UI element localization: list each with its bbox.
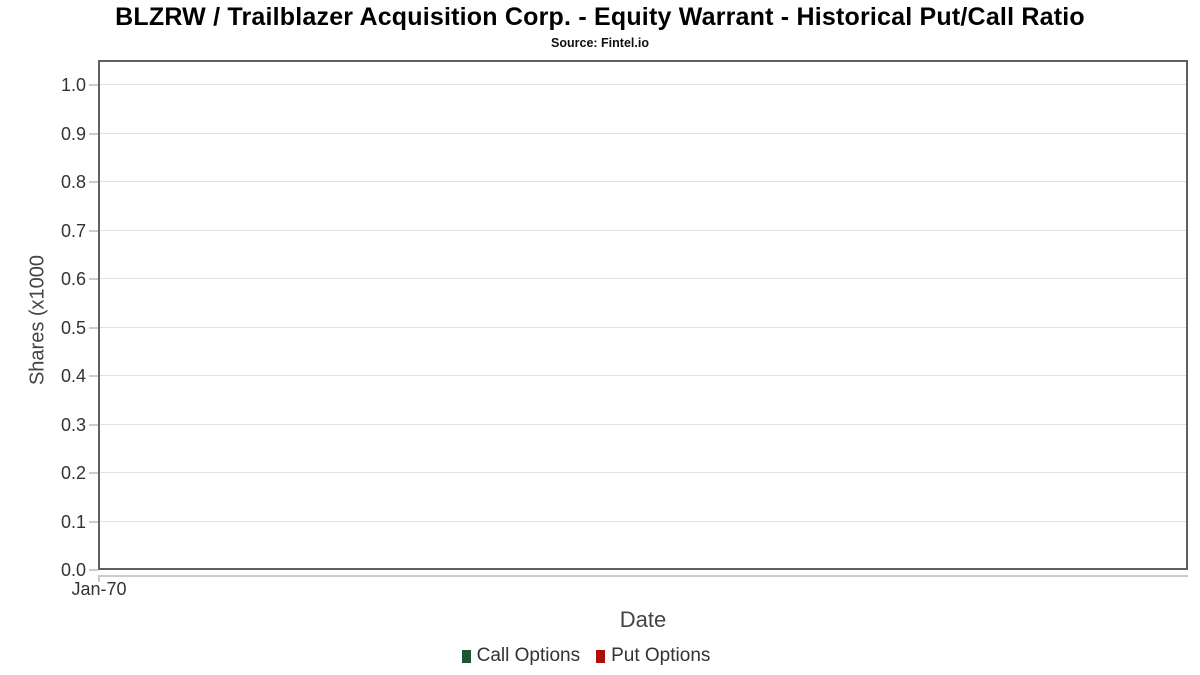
legend-item-put-options[interactable]: Put Options — [596, 645, 710, 667]
y-tick-label: 0.4 — [60, 366, 86, 386]
y-tick-label: 0.1 — [60, 511, 86, 532]
y-tick-mark — [89, 132, 98, 135]
gridline — [100, 520, 1186, 522]
chart-subtitle: Source: Fintel.io — [551, 36, 649, 50]
y-tick-label: 0.8 — [60, 172, 86, 192]
y-tick-mark — [89, 326, 98, 329]
y-tick-mark — [89, 569, 98, 571]
y-tick-label: 0.9 — [60, 123, 86, 144]
plot-area — [98, 60, 1188, 570]
chart-title: BLZRW / Trailblazer Acquisition Corp. - … — [115, 3, 1085, 31]
gridline — [100, 326, 1186, 328]
gridline — [100, 181, 1186, 182]
legend-item-label: Call Options — [476, 645, 581, 666]
y-tick-label: 0.5 — [60, 317, 86, 338]
y-tick-label: 0.2 — [60, 463, 86, 483]
y-tick-label: 1.0 — [60, 75, 86, 95]
y-tick-mark — [89, 423, 98, 426]
call-options-swatch-icon — [461, 649, 471, 663]
y-tick-label: 0.6 — [60, 269, 86, 289]
y-tick-mark — [89, 375, 98, 377]
x-tick-mark — [98, 575, 100, 582]
legend: Call Options Put Options — [0, 645, 1186, 667]
y-tick-mark — [89, 84, 98, 86]
y-tick-mark — [89, 229, 98, 232]
put-options-swatch-icon — [596, 649, 606, 663]
gridline — [100, 472, 1186, 473]
y-tick-mark — [89, 520, 98, 523]
gridline — [100, 132, 1186, 134]
gridline — [100, 423, 1186, 425]
legend-item-call-options[interactable]: Call Options — [461, 645, 581, 667]
gridline — [100, 229, 1186, 231]
gridline — [100, 375, 1186, 376]
x-axis-title: Date — [619, 607, 667, 632]
y-tick-label: 0.0 — [60, 560, 86, 580]
y-tick-mark — [89, 472, 98, 474]
y-tick-mark — [89, 181, 98, 183]
gridline — [100, 84, 1186, 85]
x-axis-line — [98, 575, 1188, 577]
y-tick-label: 0.7 — [60, 220, 86, 241]
y-tick-mark — [89, 278, 98, 280]
legend-item-label: Put Options — [611, 645, 711, 666]
gridline — [100, 278, 1186, 279]
x-tick-label: Jan-70 — [71, 579, 127, 599]
y-tick-label: 0.3 — [60, 414, 86, 435]
